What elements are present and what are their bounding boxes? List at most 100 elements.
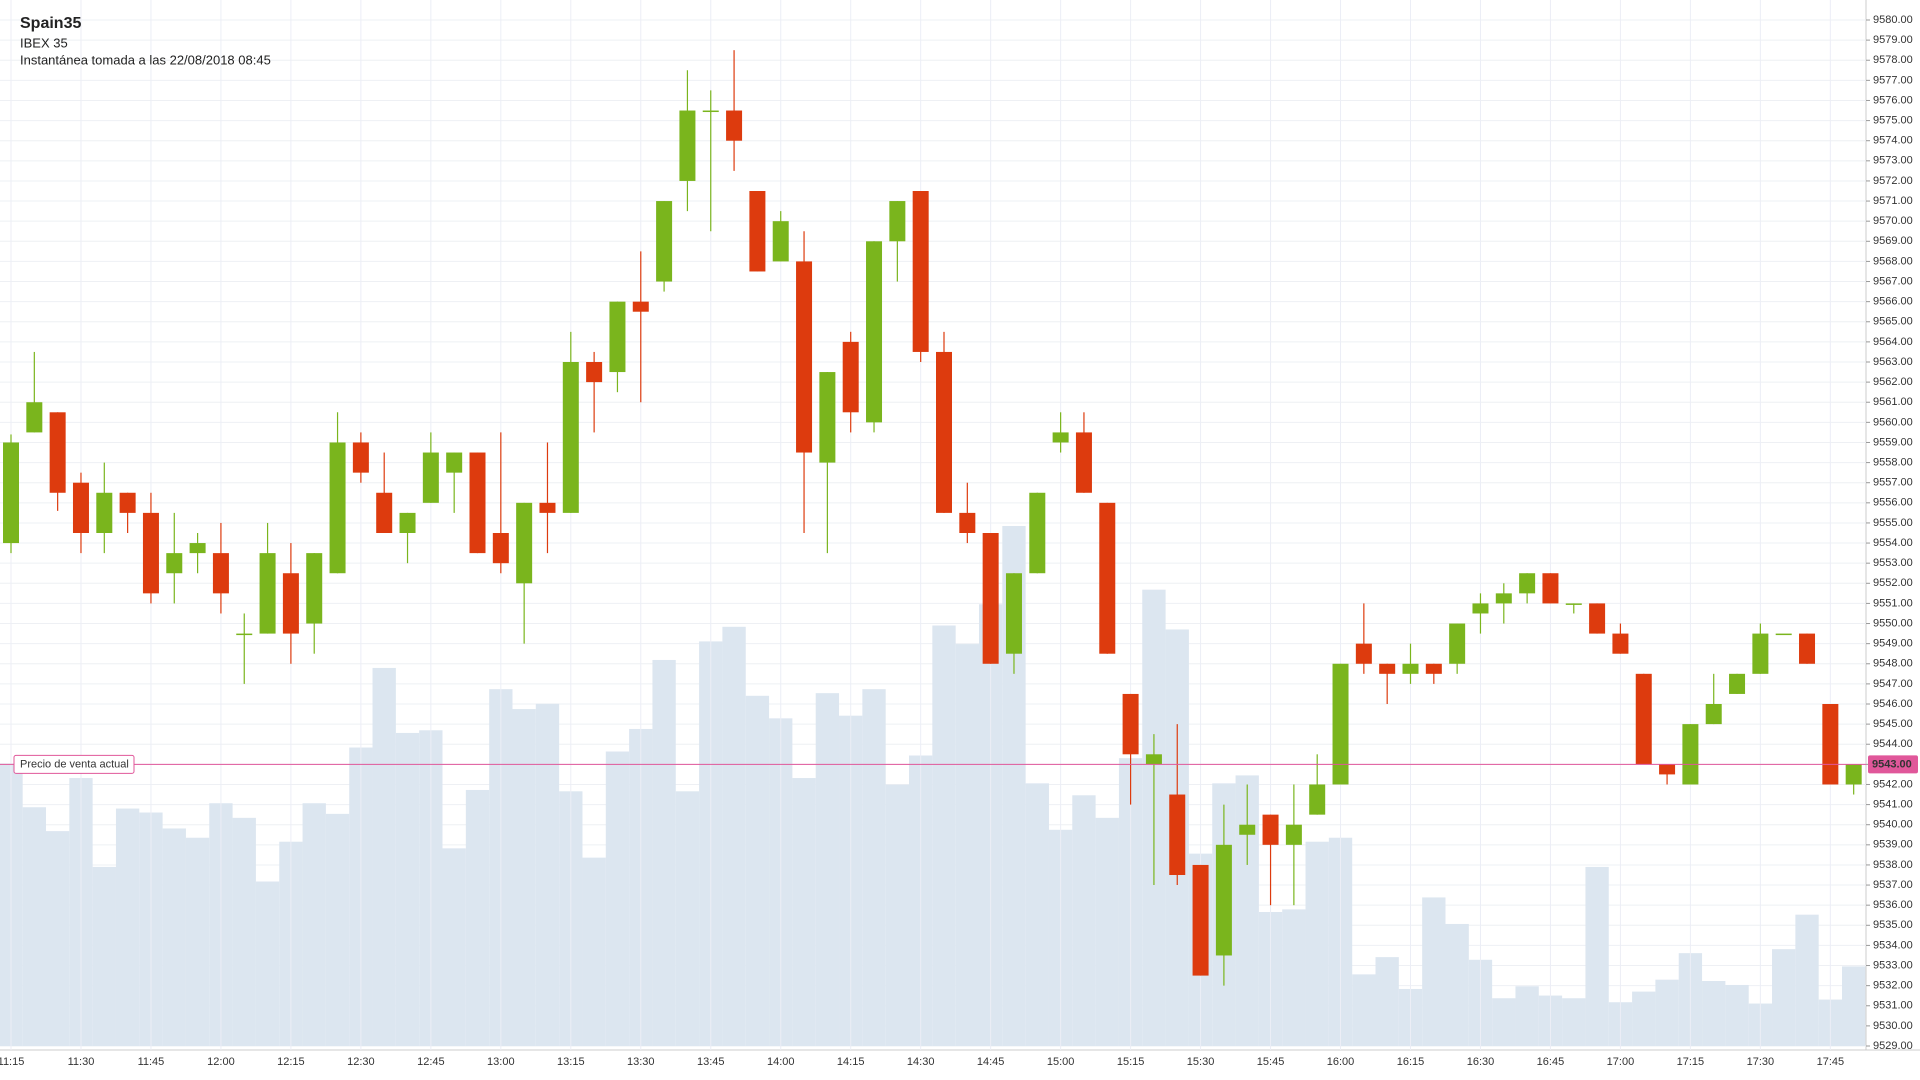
x-tick-label: 13:30 [627, 1056, 655, 1068]
x-tick-label: 13:45 [697, 1056, 725, 1068]
candle-body [632, 301, 649, 312]
x-tick-label: 16:45 [1537, 1056, 1565, 1068]
current-price-caption: Precio de venta actual [20, 758, 129, 770]
candle-body [3, 442, 19, 544]
y-tick-label: 9550.00 [1873, 617, 1913, 629]
x-tick-label: 17:45 [1817, 1056, 1845, 1068]
candle-body [1005, 573, 1022, 654]
candle-body [1145, 754, 1162, 765]
y-tick-label: 9531.00 [1873, 1000, 1913, 1012]
candle-body [1635, 673, 1652, 765]
candle-body [1122, 693, 1139, 755]
volume-bar [652, 659, 676, 1046]
volume-bar [862, 689, 886, 1046]
candle-body [212, 553, 229, 594]
y-tick-label: 9570.00 [1873, 215, 1913, 227]
y-tick-label: 9561.00 [1873, 396, 1913, 408]
candle-body [1682, 724, 1699, 785]
volume-bar [1235, 775, 1259, 1046]
x-tick-label: 11:45 [138, 1056, 165, 1068]
x-tick-label: 14:30 [907, 1056, 935, 1068]
candle-body [539, 502, 556, 513]
candle-body [189, 543, 206, 554]
volume-bar [792, 778, 816, 1046]
candle-body [959, 512, 976, 533]
x-tick-label: 14:15 [837, 1056, 865, 1068]
volume-bar [325, 813, 350, 1046]
y-tick-label: 9530.00 [1873, 1020, 1913, 1032]
candle-body [889, 201, 906, 242]
y-tick-label: 9577.00 [1873, 74, 1913, 86]
volume-bar [1842, 966, 1866, 1046]
candle-body [1612, 633, 1629, 654]
candle-body [119, 492, 136, 513]
candle-body [1729, 673, 1746, 694]
volume-bar [1025, 783, 1049, 1046]
y-tick-label: 9535.00 [1873, 919, 1913, 931]
candle-body [1029, 492, 1046, 574]
candle-body [282, 573, 299, 634]
candle-body [1822, 704, 1839, 785]
x-tick-label: 14:00 [767, 1056, 795, 1068]
y-tick-label: 9538.00 [1873, 859, 1913, 871]
background [0, 0, 1920, 1051]
candle-body [1449, 623, 1466, 664]
y-tick-label: 9557.00 [1873, 477, 1913, 489]
volume-bar [22, 807, 46, 1046]
candle-body [586, 362, 603, 383]
y-tick-label: 9536.00 [1873, 899, 1913, 911]
volume-bar [605, 751, 630, 1046]
candle-body [726, 110, 743, 141]
candle-body [1472, 603, 1489, 614]
candle-body [702, 110, 719, 113]
x-tick-label: 14:45 [977, 1056, 1005, 1068]
candle-body [1262, 814, 1279, 845]
y-tick-label: 9566.00 [1873, 296, 1913, 308]
y-tick-label: 9563.00 [1873, 356, 1913, 368]
y-tick-label: 9572.00 [1873, 175, 1913, 187]
foreground: 9529.00 9530.00 9531.00 9532.00 9533.00 9534.… [0, 14, 1918, 1068]
candle-body [1099, 502, 1116, 654]
candle-body [609, 301, 626, 373]
candle-body [1192, 864, 1209, 976]
x-tick-label: 12:30 [347, 1056, 375, 1068]
volume-bar [1585, 866, 1609, 1046]
volume-bar [1422, 897, 1446, 1046]
candle-body [842, 341, 859, 413]
y-tick-label: 9551.00 [1873, 597, 1913, 609]
candle-body [656, 201, 673, 282]
candle-body [1075, 432, 1092, 493]
y-tick-label: 9568.00 [1873, 255, 1913, 267]
candle-body [772, 221, 789, 262]
candle-body [1425, 663, 1442, 674]
y-tick-label: 9544.00 [1873, 738, 1913, 750]
candle-body [1799, 633, 1816, 664]
candle-body [399, 512, 416, 533]
snapshot-note: Instantánea tomada a las 22/08/2018 08:4… [20, 52, 271, 67]
volume-bar [92, 866, 116, 1046]
candle-body [259, 553, 276, 634]
x-tick-label: 17:00 [1607, 1056, 1635, 1068]
x-tick-label: 17:15 [1677, 1056, 1705, 1068]
volume-bar [255, 881, 280, 1046]
y-tick-label: 9569.00 [1873, 235, 1913, 247]
x-tick-label: 15:00 [1047, 1056, 1075, 1068]
y-tick-label: 9567.00 [1873, 275, 1913, 287]
candle-body [1052, 432, 1069, 443]
candle-body [1659, 764, 1676, 775]
volume-bar [1095, 817, 1119, 1046]
y-tick-label: 9533.00 [1873, 959, 1913, 971]
y-tick-label: 9537.00 [1873, 879, 1913, 891]
candle-body [1495, 593, 1512, 604]
x-tick-label: 12:00 [207, 1056, 235, 1068]
candle-body [1169, 794, 1186, 875]
volume-bar [232, 817, 256, 1046]
y-tick-label: 9534.00 [1873, 939, 1913, 951]
y-tick-label: 9562.00 [1873, 376, 1913, 388]
candle-body [26, 402, 43, 433]
x-tick-label: 11:15 [0, 1056, 24, 1068]
volume-bar [162, 828, 186, 1046]
volume-bar [1795, 914, 1819, 1046]
